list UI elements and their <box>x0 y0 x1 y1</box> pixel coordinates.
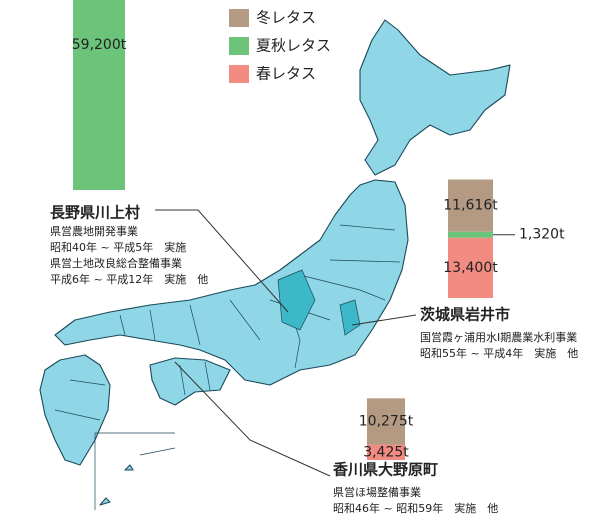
region-detail: 昭和55年 ~ 平成4年 実施 他 <box>420 346 578 360</box>
region-detail: 県営農地開発事業 <box>50 224 138 238</box>
region-detail: 昭和40年 ~ 平成5年 実施 <box>50 240 186 254</box>
legend-label: 冬レタス <box>256 9 316 27</box>
region-name: 長野県川上村 <box>50 204 140 222</box>
honshu <box>54 179 409 386</box>
region-detail: 昭和46年 ~ 昭和59年 実施 他 <box>333 501 498 515</box>
region-detail: 平成6年 ~ 平成12年 実施 他 <box>50 272 208 286</box>
legend-swatch <box>229 65 249 83</box>
kyushu <box>39 354 111 466</box>
bar-segment <box>448 231 493 238</box>
bar-segment <box>367 398 405 445</box>
bar-segment <box>73 0 125 190</box>
japan-map <box>39 19 511 510</box>
leader-ibaraki <box>351 314 417 326</box>
value-label: 10,275t <box>359 413 414 429</box>
region-detail: 県営土地改良総合整備事業 <box>50 256 182 270</box>
region-detail: 国営霞ヶ浦用水Ⅰ期農業水利事業 <box>420 330 577 344</box>
okinawa-inset-frame <box>94 432 176 510</box>
nagano-area <box>277 269 316 331</box>
shikoku <box>149 357 231 406</box>
okinawa-islands <box>99 464 134 506</box>
value-label: 1,320t <box>519 227 565 243</box>
ibaraki-area <box>339 299 361 336</box>
leader-kagawa <box>174 361 331 477</box>
bar-segment <box>448 179 493 232</box>
region-detail: 県営ほ場整備事業 <box>333 485 421 499</box>
leader-nagano <box>155 209 289 313</box>
value-label: 3,425t <box>363 444 409 460</box>
value-label: 11,616t <box>443 198 498 214</box>
legend-label: 春レタス <box>256 65 316 83</box>
region-name: 香川県大野原町 <box>333 461 438 479</box>
prefecture-borders <box>54 224 401 421</box>
region-name: 茨城県岩井市 <box>420 306 510 324</box>
bar-segment <box>448 237 493 298</box>
legend-swatch <box>229 9 249 27</box>
legend-swatch <box>229 37 249 55</box>
value-label: 13,400t <box>443 260 498 276</box>
hokkaido <box>359 19 511 176</box>
legend-label: 夏秋レタス <box>256 37 331 55</box>
value-label: 59,200t <box>72 37 127 53</box>
bar-segment <box>367 444 405 460</box>
